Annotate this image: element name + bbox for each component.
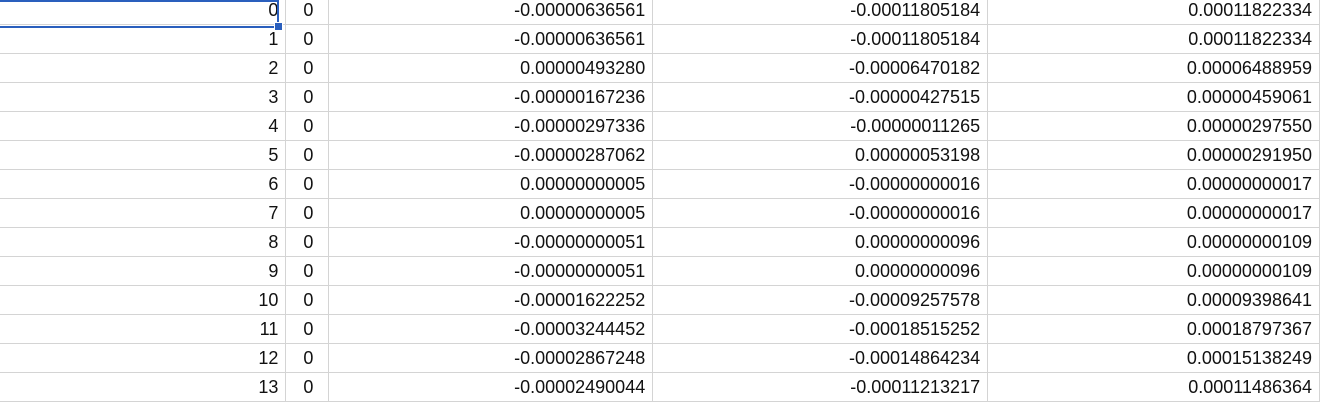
cell-index[interactable]: 0 xyxy=(0,0,287,25)
cell-flag[interactable]: 0 xyxy=(285,314,330,344)
cell-value-b[interactable]: -0.00000427515 xyxy=(652,82,989,112)
cell-value-c[interactable]: 0.00018797367 xyxy=(987,314,1320,344)
cell-value-c[interactable]: 0.00000459061 xyxy=(987,82,1320,112)
cell-value-b[interactable]: -0.00006470182 xyxy=(652,53,989,83)
table-row: 13 0 -0.00002490044 -0.00011213217 0.0001148… xyxy=(0,372,1320,402)
cell-value-a[interactable]: -0.00000000051 xyxy=(328,256,654,286)
cell-flag[interactable]: 0 xyxy=(285,285,330,315)
table-row: 4 0 -0.00000297336 -0.00000011265 0.00000297… xyxy=(0,111,1320,141)
cell-value-c[interactable]: 0.00011822334 xyxy=(987,0,1320,25)
cell-value-a[interactable]: 0.00000493280 xyxy=(328,53,654,83)
table-row: 6 0 0.00000000005 -0.00000000016 0.000000000… xyxy=(0,169,1320,199)
cell-flag[interactable]: 0 xyxy=(285,343,330,373)
cell-value-b[interactable]: 0.00000000096 xyxy=(652,256,989,286)
cell-value-b[interactable]: -0.00009257578 xyxy=(652,285,989,315)
cell-value-c[interactable]: 0.00015138249 xyxy=(987,343,1320,373)
fill-handle[interactable] xyxy=(274,22,283,31)
cell-value-c[interactable]: 0.00006488959 xyxy=(987,53,1320,83)
cell-index[interactable]: 3 xyxy=(0,82,287,112)
cell-index[interactable]: 10 xyxy=(0,285,287,315)
cell-value-c[interactable]: 0.00009398641 xyxy=(987,285,1320,315)
cell-value-b[interactable]: -0.00000000016 xyxy=(652,169,989,199)
cell-value-b[interactable]: -0.00018515252 xyxy=(652,314,989,344)
cell-index[interactable]: 9 xyxy=(0,256,287,286)
cell-index[interactable]: 1 xyxy=(0,24,287,54)
cell-index[interactable]: 4 xyxy=(0,111,287,141)
cell-value-a[interactable]: -0.00002867248 xyxy=(328,343,654,373)
table-row: 10 0 -0.00001622252 -0.00009257578 0.0000939… xyxy=(0,285,1320,315)
cell-flag[interactable]: 0 xyxy=(285,198,330,228)
cell-flag[interactable]: 0 xyxy=(285,53,330,83)
cell-value-a[interactable]: -0.00001622252 xyxy=(328,285,654,315)
cell-value-a[interactable]: 0.00000000005 xyxy=(328,169,654,199)
cell-value-b[interactable]: -0.00011213217 xyxy=(652,372,989,402)
table-row: 2 0 0.00000493280 -0.00006470182 0.000064889… xyxy=(0,53,1320,83)
table-row: 1 0 -0.00000636561 -0.00011805184 0.00011822… xyxy=(0,24,1320,54)
cell-value-b[interactable]: -0.00000000016 xyxy=(652,198,989,228)
cell-flag[interactable]: 0 xyxy=(285,111,330,141)
cell-value-a[interactable]: -0.00000297336 xyxy=(328,111,654,141)
cell-flag[interactable]: 0 xyxy=(285,0,330,25)
cell-value-b[interactable]: 0.00000000096 xyxy=(652,227,989,257)
table-row: 11 0 -0.00003244452 -0.00018515252 0.0001879… xyxy=(0,314,1320,344)
cell-value-c[interactable]: 0.00011822334 xyxy=(987,24,1320,54)
cell-value-a[interactable]: 0.00000000005 xyxy=(328,198,654,228)
cell-value-a[interactable]: -0.00002490044 xyxy=(328,372,654,402)
cell-value-a[interactable]: -0.00000167236 xyxy=(328,82,654,112)
cell-flag[interactable]: 0 xyxy=(285,24,330,54)
cell-value-c[interactable]: 0.00000000109 xyxy=(987,227,1320,257)
table-row: 12 0 -0.00002867248 -0.00014864234 0.0001513… xyxy=(0,343,1320,373)
cell-index[interactable]: 12 xyxy=(0,343,287,373)
cell-value-a[interactable]: -0.00000636561 xyxy=(328,0,654,25)
cell-value-c[interactable]: 0.00000291950 xyxy=(987,140,1320,170)
cell-flag[interactable]: 0 xyxy=(285,82,330,112)
table-row: 7 0 0.00000000005 -0.00000000016 0.000000000… xyxy=(0,198,1320,228)
cell-flag[interactable]: 0 xyxy=(285,372,330,402)
cell-flag[interactable]: 0 xyxy=(285,140,330,170)
cell-value-b[interactable]: -0.00011805184 xyxy=(652,24,989,54)
cell-value-c[interactable]: 0.00000000017 xyxy=(987,169,1320,199)
cell-value-c[interactable]: 0.00000000017 xyxy=(987,198,1320,228)
cell-value-c[interactable]: 0.00000297550 xyxy=(987,111,1320,141)
cell-index[interactable]: 6 xyxy=(0,169,287,199)
table-row: 3 0 -0.00000167236 -0.00000427515 0.00000459… xyxy=(0,82,1320,112)
cell-table: 0 0 -0.00000636561 -0.00011805184 0.00011822… xyxy=(0,0,1320,402)
table-row: 8 0 -0.00000000051 0.00000000096 0.000000001… xyxy=(0,227,1320,257)
cell-value-a[interactable]: -0.00003244452 xyxy=(328,314,654,344)
cell-value-b[interactable]: -0.00000011265 xyxy=(652,111,989,141)
cell-value-b[interactable]: -0.00011805184 xyxy=(652,0,989,25)
cell-value-c[interactable]: 0.00000000109 xyxy=(987,256,1320,286)
cell-index[interactable]: 7 xyxy=(0,198,287,228)
table-row: 9 0 -0.00000000051 0.00000000096 0.000000001… xyxy=(0,256,1320,286)
table-row: 0 0 -0.00000636561 -0.00011805184 0.00011822… xyxy=(0,0,1320,25)
cell-value-a[interactable]: -0.00000000051 xyxy=(328,227,654,257)
cell-value-b[interactable]: -0.00014864234 xyxy=(652,343,989,373)
cell-value-b[interactable]: 0.00000053198 xyxy=(652,140,989,170)
cell-index[interactable]: 8 xyxy=(0,227,287,257)
table-row: 5 0 -0.00000287062 0.00000053198 0.000002919… xyxy=(0,140,1320,170)
cell-value-a[interactable]: -0.00000636561 xyxy=(328,24,654,54)
cell-value-a[interactable]: -0.00000287062 xyxy=(328,140,654,170)
cell-index[interactable]: 5 xyxy=(0,140,287,170)
cell-flag[interactable]: 0 xyxy=(285,227,330,257)
cell-flag[interactable]: 0 xyxy=(285,169,330,199)
cell-index[interactable]: 2 xyxy=(0,53,287,83)
cell-index[interactable]: 11 xyxy=(0,314,287,344)
cell-index[interactable]: 13 xyxy=(0,372,287,402)
cell-value-c[interactable]: 0.00011486364 xyxy=(987,372,1320,402)
cell-flag[interactable]: 0 xyxy=(285,256,330,286)
